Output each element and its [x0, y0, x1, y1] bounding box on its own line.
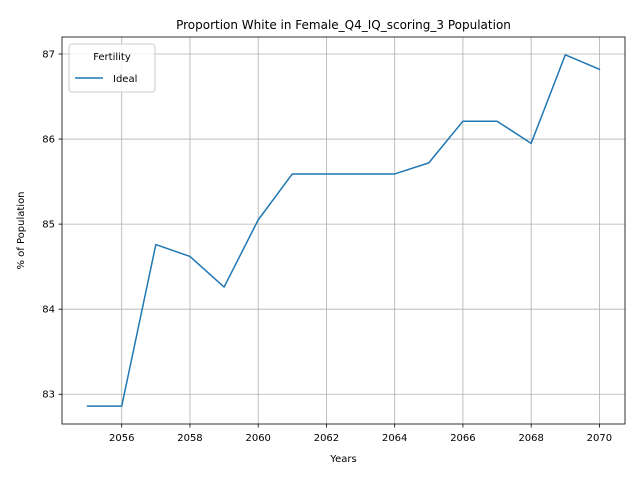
chart-title: Proportion White in Female_Q4_IQ_scoring…	[176, 18, 511, 32]
legend-box	[68, 43, 156, 93]
y-tick-label: 87	[42, 50, 55, 61]
y-tick-label: 86	[42, 135, 55, 146]
y-axis-label: % of Population	[16, 191, 27, 269]
x-tick-label: 2058	[177, 433, 202, 444]
x-tick-label: 2060	[245, 433, 270, 444]
x-tick-label: 2064	[382, 433, 407, 444]
x-tick-label: 2056	[109, 433, 134, 444]
x-axis-label: Years	[329, 454, 356, 465]
series-layer	[86, 54, 601, 407]
legend-title: Fertility	[93, 52, 131, 63]
y-tick-label: 83	[42, 390, 55, 401]
x-tick-label: 2068	[518, 433, 543, 444]
plot-frame	[61, 36, 626, 425]
y-tick-label: 85	[42, 220, 55, 231]
series-line-ideal	[86, 54, 601, 407]
x-tick-label: 2066	[450, 433, 475, 444]
x-tick-label: 2070	[587, 433, 612, 444]
x-tick-label: 2062	[314, 433, 339, 444]
grid	[62, 37, 625, 424]
y-axis: 83 84 85 86 87	[42, 50, 62, 401]
legend: Fertility Ideal	[68, 43, 156, 93]
legend-label-ideal: Ideal	[113, 74, 137, 85]
x-axis: 2056 2058 2060 2062 2064 2066 2068 2070	[109, 424, 612, 444]
y-tick-label: 84	[42, 305, 55, 316]
